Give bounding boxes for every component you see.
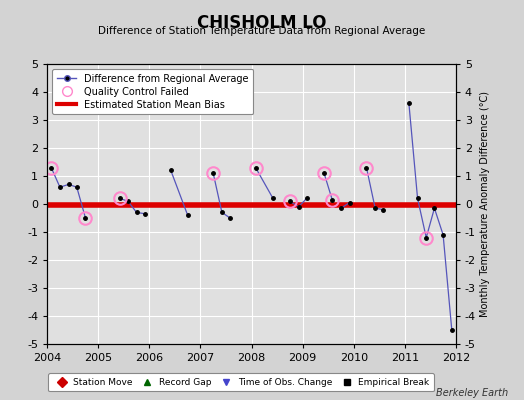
Legend: Station Move, Record Gap, Time of Obs. Change, Empirical Break: Station Move, Record Gap, Time of Obs. C…	[48, 374, 434, 392]
Y-axis label: Monthly Temperature Anomaly Difference (°C): Monthly Temperature Anomaly Difference (…	[480, 91, 490, 317]
Text: CHISHOLM LO: CHISHOLM LO	[197, 14, 327, 32]
Text: Difference of Station Temperature Data from Regional Average: Difference of Station Temperature Data f…	[99, 26, 425, 36]
Text: Berkeley Earth: Berkeley Earth	[436, 388, 508, 398]
Legend: Difference from Regional Average, Quality Control Failed, Estimated Station Mean: Difference from Regional Average, Qualit…	[52, 69, 254, 114]
